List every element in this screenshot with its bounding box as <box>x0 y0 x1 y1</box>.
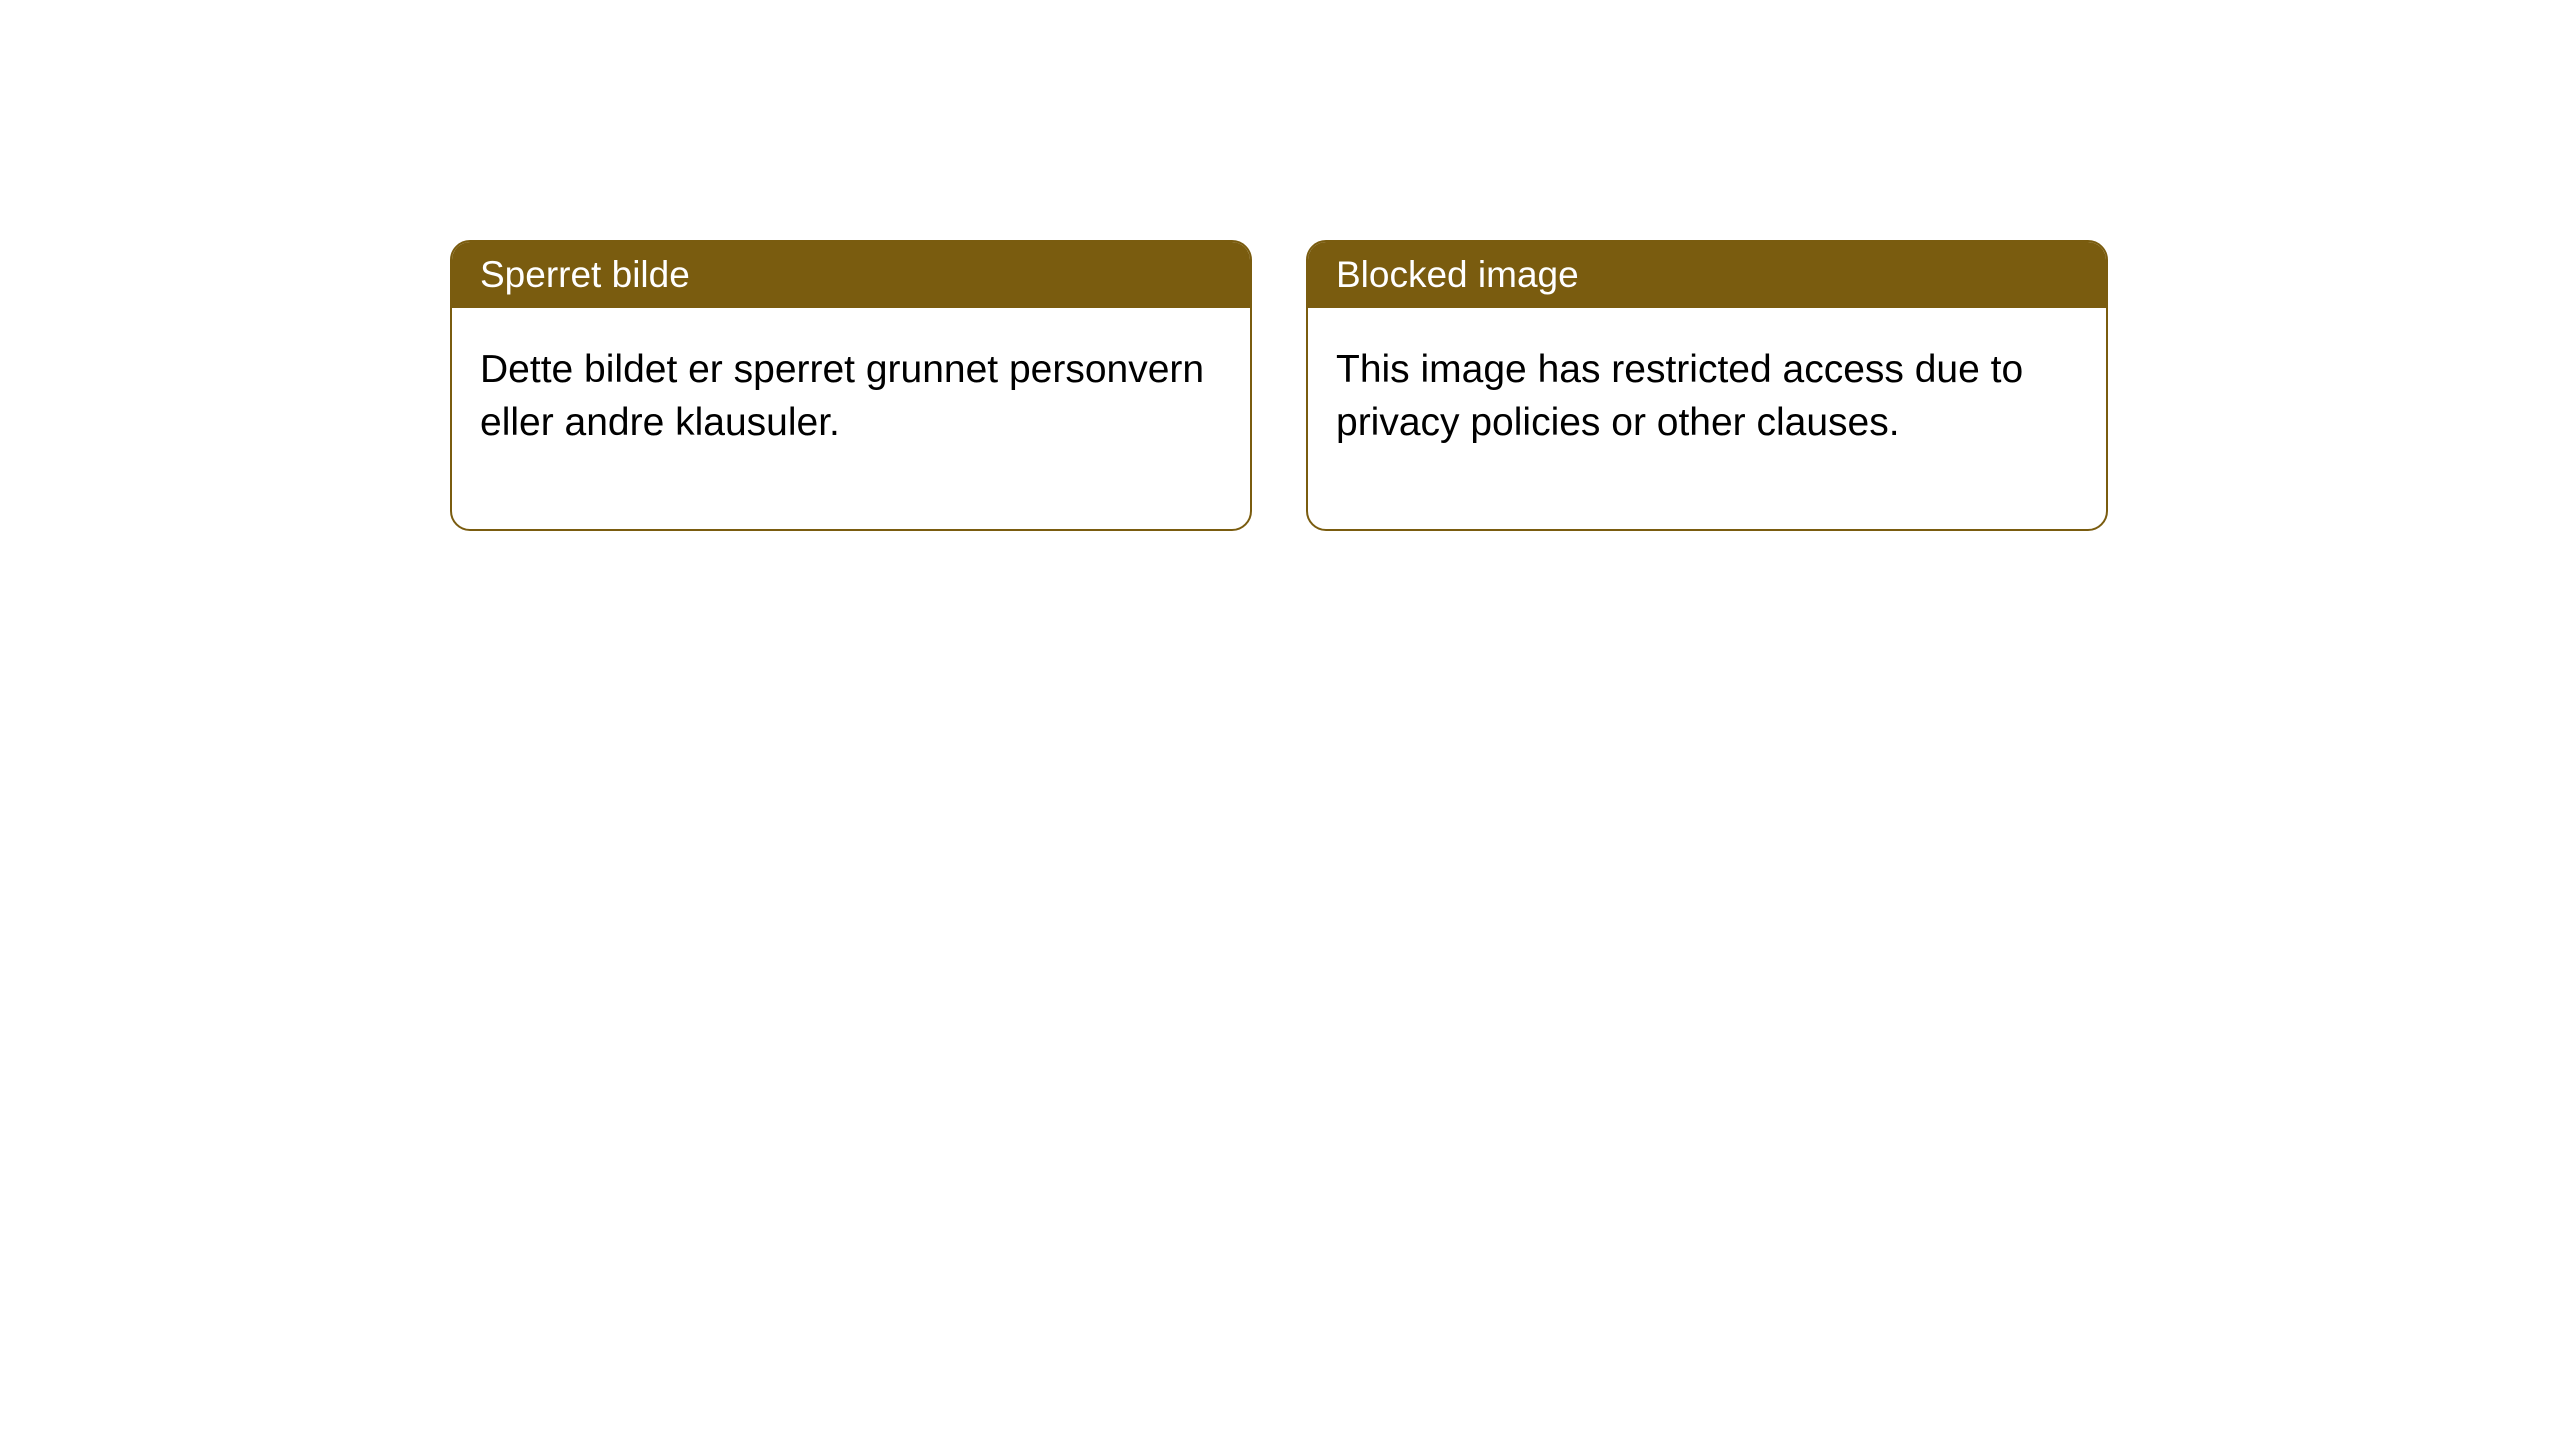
notice-container: Sperret bilde Dette bildet er sperret gr… <box>450 240 2108 531</box>
blocked-image-card-no: Sperret bilde Dette bildet er sperret gr… <box>450 240 1252 531</box>
card-header: Blocked image <box>1308 242 2106 308</box>
card-title: Sperret bilde <box>480 254 690 295</box>
card-title: Blocked image <box>1336 254 1579 295</box>
blocked-image-card-en: Blocked image This image has restricted … <box>1306 240 2108 531</box>
card-header: Sperret bilde <box>452 242 1250 308</box>
card-body: Dette bildet er sperret grunnet personve… <box>452 308 1250 529</box>
card-body: This image has restricted access due to … <box>1308 308 2106 529</box>
card-body-text: This image has restricted access due to … <box>1336 348 2023 444</box>
card-body-text: Dette bildet er sperret grunnet personve… <box>480 348 1204 444</box>
